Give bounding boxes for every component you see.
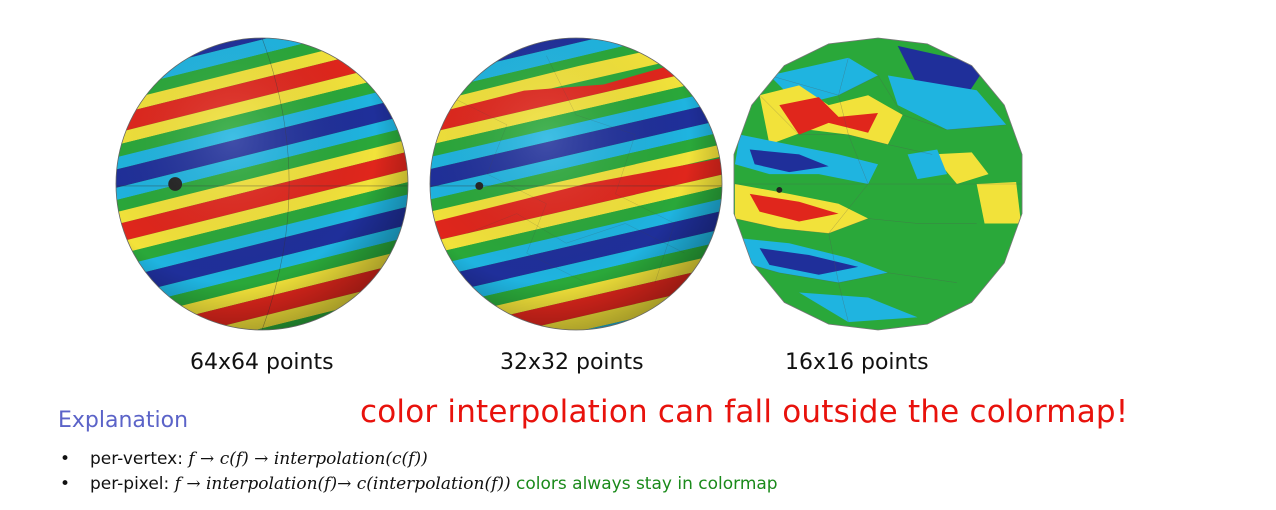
caption-16x16: 16x16 points <box>785 350 929 375</box>
caption-32x32: 32x32 points <box>500 350 644 375</box>
sphere-64x64-image <box>114 36 410 332</box>
colormap-note: colors always stay in colormap <box>516 474 778 494</box>
bullet-per-vertex: • per-vertex: f → c(f) → interpolation(c(… <box>60 447 778 472</box>
formula: f → interpolation(f)→ c(interpolation(f)… <box>174 474 511 494</box>
explanation-bullets: • per-vertex: f → c(f) → interpolation(c(… <box>60 447 778 497</box>
formula: f → c(f) → interpolation(c(f)) <box>188 449 428 469</box>
bullet-dot: • <box>60 474 71 494</box>
bullet-label: per-vertex: <box>90 449 183 469</box>
bullet-per-pixel: • per-pixel: f → interpolation(f)→ c(inte… <box>60 472 778 497</box>
bullet-dot: • <box>60 449 71 469</box>
sphere-16x16-image <box>730 36 1026 332</box>
caption-64x64: 64x64 points <box>190 350 334 375</box>
bullet-label: per-pixel: <box>90 474 170 494</box>
warning-text: color interpolation can fall outside the… <box>360 394 1129 430</box>
sphere-32x32-image <box>428 36 724 332</box>
explanation-heading: Explanation <box>58 408 189 433</box>
